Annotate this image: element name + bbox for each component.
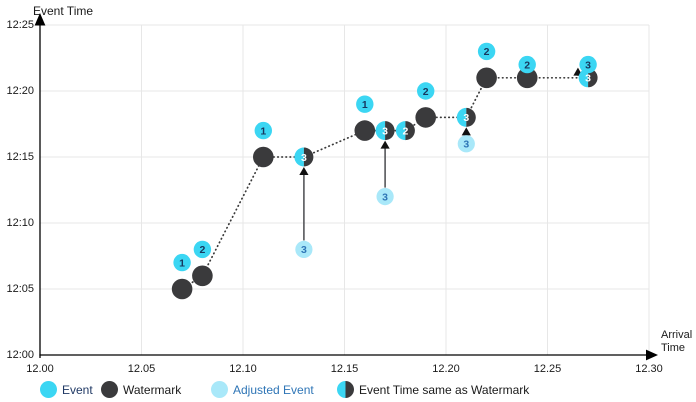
x-tick-label: 12.30 <box>635 363 663 375</box>
marker-number: 3 <box>585 73 591 85</box>
adjustment-arrow-head-icon <box>380 140 390 149</box>
watermark-swatch-icon <box>101 381 118 398</box>
same-as-watermark-marker <box>588 68 598 88</box>
event-marker <box>417 82 435 100</box>
event-marker <box>356 95 374 113</box>
watermark-dot <box>415 107 437 128</box>
event-swatch-icon <box>40 381 57 398</box>
y-tick-label: 12:20 <box>6 85 34 97</box>
x-axis-title-line2: Time <box>661 342 686 354</box>
y-axis-arrow-icon <box>34 13 46 26</box>
watermark-dot <box>192 265 213 287</box>
x-tick-label: 12.00 <box>26 363 54 375</box>
watermark-dot <box>252 146 274 168</box>
marker-number: 3 <box>463 139 469 151</box>
adjusted-event-marker <box>295 240 313 258</box>
adjustment-arrow-head-icon <box>299 167 309 175</box>
same-as-watermark-marker <box>405 121 415 141</box>
watermark-dot <box>516 67 538 89</box>
same-as-watermark-marker <box>385 121 395 141</box>
y-tick-label: 12:05 <box>6 283 34 295</box>
event-marker <box>579 55 597 74</box>
legend-item-same-as-watermark: Event Time same as Watermark <box>337 381 529 398</box>
marker-number: 2 <box>524 59 530 71</box>
marker-number: 2 <box>484 46 490 58</box>
marker-number: 2 <box>199 244 205 256</box>
event-marker <box>193 240 212 259</box>
y-axis-title: Event Time <box>33 4 94 18</box>
marker-number: 3 <box>382 191 388 203</box>
watermark-dot <box>354 120 376 141</box>
x-tick-label: 12.25 <box>533 363 562 375</box>
event-marker <box>518 55 536 74</box>
legend-item-watermark: Watermark <box>101 381 181 398</box>
legend: Event Watermark Adjusted Event Event Time s… <box>40 381 690 401</box>
adjusted-event-marker <box>457 135 475 153</box>
legend-label: Event <box>62 382 93 397</box>
adjusted-swatch-icon <box>211 381 228 398</box>
legend-item-adjusted: Adjusted Event <box>211 381 314 398</box>
marker-number: 1 <box>260 125 266 137</box>
same-as-watermark-marker <box>375 121 386 141</box>
marker-number: 3 <box>382 125 388 137</box>
event-marker <box>254 121 272 140</box>
watermark-dot <box>476 67 497 89</box>
x-tick-label: 12.15 <box>330 363 359 375</box>
adjustment-arrow-head-icon <box>461 127 471 136</box>
same-as-watermark-marker <box>303 147 314 167</box>
x-axis-title-line1: Arrival <box>661 329 693 341</box>
x-tick-label: 12.10 <box>229 363 257 375</box>
same-as-watermark-marker <box>395 121 406 141</box>
event-marker <box>173 253 191 272</box>
marker-number: 1 <box>362 99 368 111</box>
legend-label: Event Time same as Watermark <box>359 382 530 397</box>
same-as-watermark-marker <box>466 107 476 127</box>
y-tick-label: 12:00 <box>6 349 34 361</box>
y-tick-label: 12:25 <box>6 19 34 31</box>
legend-item-event: Event <box>40 381 93 398</box>
x-axis-title: Arrival Time <box>661 329 692 355</box>
marker-number: 3 <box>301 244 307 256</box>
y-tick-label: 12:15 <box>6 151 34 163</box>
watermark-dot <box>171 278 193 300</box>
legend-label: Watermark <box>123 382 182 397</box>
same-as-watermark-marker <box>456 107 467 127</box>
same-as-watermark-marker <box>578 68 589 88</box>
legend-label: Adjusted Event <box>233 382 314 397</box>
x-tick-label: 12.20 <box>432 363 460 375</box>
marker-number: 3 <box>301 152 307 164</box>
event-marker <box>477 42 496 61</box>
marker-number: 2 <box>423 86 429 98</box>
same-as-watermark-swatch-icon <box>337 381 354 398</box>
x-axis-arrow-icon <box>646 349 658 361</box>
same-as-watermark-marker <box>294 147 304 167</box>
marker-number: 3 <box>585 59 591 71</box>
adjusted-event-marker <box>376 188 394 206</box>
marker-number: 1 <box>179 257 185 269</box>
marker-number: 2 <box>402 125 408 137</box>
y-tick-label: 12:10 <box>6 217 34 229</box>
x-tick-label: 12.05 <box>127 363 156 375</box>
marker-number: 3 <box>463 112 469 124</box>
